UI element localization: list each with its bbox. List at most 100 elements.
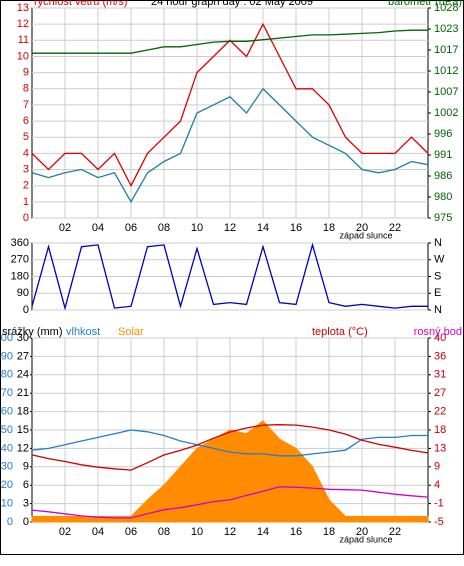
- x-tick-label: 22: [389, 222, 401, 234]
- y-tick-label: 6: [23, 115, 29, 127]
- y2-tick-label: 27: [434, 387, 446, 399]
- y-tick-label: 21: [17, 387, 29, 399]
- y3-tick-label: 100: [0, 332, 13, 344]
- x-tick-label: 08: [158, 526, 170, 538]
- line: [31, 87, 429, 204]
- x-tick-label: 18: [323, 526, 335, 538]
- y3-tick-label: 0: [7, 516, 13, 528]
- x-tick-label: 16: [290, 526, 302, 538]
- x-tick-label: 10: [191, 526, 203, 538]
- y2-tick-label: S: [434, 270, 441, 282]
- y-tick-label: 0: [23, 212, 29, 224]
- y3-tick-label: 30: [1, 461, 13, 473]
- y-tick-label: 11: [18, 34, 29, 46]
- x-tick-label: 02: [59, 222, 71, 234]
- y-tick-label: 180: [11, 270, 29, 282]
- y2-tick-label: 1017: [434, 44, 458, 56]
- x-tick-label: 16: [290, 222, 302, 234]
- y2-tick-label: 4: [434, 479, 440, 491]
- y2-tick-label: -1: [434, 498, 444, 510]
- x-tick-label: 20: [356, 526, 368, 538]
- y-tick-label: 2: [23, 180, 29, 192]
- y-tick-label: 15: [17, 424, 29, 436]
- y3-tick-label: 90: [1, 350, 13, 362]
- y2-tick-label: -5: [434, 516, 444, 528]
- y2-tick-label: 1023: [434, 23, 458, 35]
- annotation: západ slunce: [339, 230, 392, 240]
- y-tick-label: 3: [23, 163, 29, 175]
- y-tick-label: 360: [11, 237, 29, 249]
- y-tick-label: 27: [17, 350, 29, 362]
- x-tick-label: 12: [224, 526, 236, 538]
- y-tick-label: 6: [23, 479, 29, 491]
- y-tick-label: 1: [23, 196, 29, 208]
- line: [31, 424, 429, 471]
- y2-tick-label: 1002: [434, 107, 458, 119]
- x-tick-label: 20: [356, 222, 368, 234]
- y-tick-label: 9: [23, 461, 29, 473]
- legend-label: teplota (°C): [312, 326, 368, 338]
- x-tick-label: 10: [191, 222, 203, 234]
- y2-tick-label: 1028: [434, 2, 458, 14]
- annotation: západ slunce: [339, 534, 392, 544]
- x-tick-label: 12: [224, 222, 236, 234]
- y-tick-label: 24: [17, 369, 29, 381]
- y2-tick-label: 40: [434, 332, 446, 344]
- x-tick-label: 18: [323, 222, 335, 234]
- line: [31, 486, 429, 519]
- y2-tick-label: 36: [434, 350, 446, 362]
- y2-tick-label: 1012: [434, 65, 458, 77]
- y2-tick-label: 13: [434, 442, 446, 454]
- y-tick-label: 5: [23, 131, 29, 143]
- y2-tick-label: N: [434, 304, 442, 316]
- y2-tick-label: 996: [434, 128, 452, 140]
- y-tick-label: 9: [23, 67, 29, 79]
- y-tick-label: 90: [17, 287, 29, 299]
- y2-tick-label: W: [434, 254, 445, 266]
- y2-tick-label: 18: [434, 424, 446, 436]
- y-tick-label: 12: [17, 442, 29, 454]
- x-tick-label: 04: [92, 222, 104, 234]
- line: [31, 429, 428, 457]
- y-tick-label: 0: [23, 304, 29, 316]
- y-tick-label: 4: [23, 147, 29, 159]
- y3-tick-label: 60: [1, 406, 13, 418]
- y2-tick-label: 980: [434, 191, 452, 203]
- x-tick-label: 04: [92, 526, 104, 538]
- x-tick-label: 14: [257, 222, 269, 234]
- area: [31, 420, 429, 523]
- y-tick-label: 7: [23, 99, 29, 111]
- y-tick-label: 270: [11, 254, 29, 266]
- y-tick-label: 13: [17, 2, 29, 14]
- x-tick-label: 22: [389, 526, 401, 538]
- legend-label: vlhkost: [66, 326, 100, 338]
- legend-label: Solar: [118, 326, 144, 338]
- y2-tick-label: 986: [434, 170, 452, 182]
- y2-tick-label: E: [434, 287, 441, 299]
- x-tick-label: 06: [125, 526, 137, 538]
- y3-tick-label: 10: [1, 498, 13, 510]
- y3-tick-label: 20: [1, 479, 13, 491]
- y-tick-label: 30: [17, 332, 29, 344]
- x-tick-label: 08: [158, 222, 170, 234]
- line: [31, 22, 429, 188]
- y3-tick-label: 40: [1, 442, 13, 454]
- y2-tick-label: 975: [434, 212, 452, 224]
- chart-title: 24 hour graph day : 02 May 2009: [151, 0, 313, 8]
- y-tick-label: 10: [17, 50, 29, 62]
- y-tick-label: 3: [23, 498, 29, 510]
- y-tick-label: 18: [17, 406, 29, 418]
- line: [32, 29, 428, 54]
- y-tick-label: 8: [23, 83, 29, 95]
- y2-axis-label: barometr (hPa): [388, 0, 462, 8]
- y2-tick-label: 991: [434, 149, 452, 161]
- y-tick-label: 0: [23, 516, 29, 528]
- y-axis-label: rychlost vetru (m/s): [34, 0, 128, 8]
- y-tick-label: 12: [17, 18, 29, 30]
- y-axis-label: srážky (mm): [2, 326, 63, 338]
- x-tick-label: 14: [257, 526, 269, 538]
- y2-tick-label: N: [434, 237, 442, 249]
- y3-tick-label: 50: [1, 424, 13, 436]
- line: [31, 242, 428, 311]
